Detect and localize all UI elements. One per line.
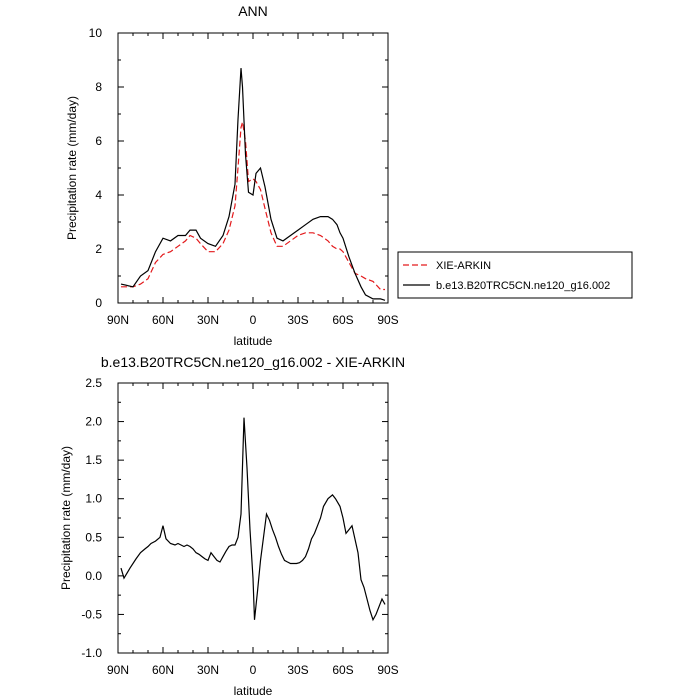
y-tick-label: -1.0: [81, 646, 102, 660]
legend-label: b.e13.B20TRC5CN.ne120_g16.002: [436, 280, 610, 292]
y-tick-label: 0: [95, 296, 102, 310]
series-line-0: [121, 121, 385, 291]
plot-frame: [117, 382, 389, 654]
y-tick-label: 2.5: [85, 376, 102, 390]
plot-frame: [117, 32, 389, 304]
chart-title: b.e13.B20TRC5CN.ne120_g16.002 - XIE-ARKI…: [101, 354, 405, 370]
y-tick-label: 0.0: [85, 569, 102, 583]
x-tick-label: 0: [250, 663, 257, 677]
x-axis-label: latitude: [234, 334, 273, 348]
y-tick-label: 2.0: [85, 415, 102, 429]
x-tick-label: 90N: [107, 663, 129, 677]
y-tick-label: -0.5: [81, 607, 102, 621]
y-tick-label: 0.5: [85, 530, 102, 544]
x-tick-label: 30N: [197, 663, 219, 677]
x-tick-label: 60N: [152, 663, 174, 677]
x-tick-label: 60S: [332, 313, 353, 327]
x-tick-label: 60S: [332, 663, 353, 677]
legend: XIE-ARKIN b.e13.B20TRC5CN.ne120_g16.002: [397, 251, 633, 299]
x-tick-label: 90N: [107, 313, 129, 327]
x-tick-label: 0: [250, 313, 257, 327]
x-tick-label: 30S: [287, 663, 308, 677]
y-tick-label: 10: [89, 26, 103, 40]
legend-label: XIE-ARKIN: [436, 260, 491, 272]
y-tick-label: 8: [95, 80, 102, 94]
y-tick-label: 6: [95, 134, 102, 148]
series-line-1: [120, 68, 386, 301]
top-chart: ANN 90N 60N 30N 0 30S 60S 90S 0 2 4 6 8 10 latitude Pre…: [65, 3, 633, 348]
x-tick-label: 30S: [287, 313, 308, 327]
y-axis-label: Precipitation rate (mm/day): [65, 96, 79, 240]
x-tick-label: 90S: [377, 313, 398, 327]
y-tick-label: 4: [95, 188, 102, 202]
legend-box: [397, 251, 633, 299]
chart-title: ANN: [238, 3, 268, 19]
x-tick-label: 30N: [197, 313, 219, 327]
x-tick-label: 90S: [377, 663, 398, 677]
series-line-0: [120, 417, 386, 622]
y-tick-label: 1.0: [85, 492, 102, 506]
y-tick-label: 1.5: [85, 453, 102, 467]
y-tick-label: 2: [95, 242, 102, 256]
y-axis-label: Precipitation rate (mm/day): [59, 446, 73, 590]
difference-chart: b.e13.B20TRC5CN.ne120_g16.002 - XIE-ARKI…: [59, 354, 405, 698]
x-axis-label: latitude: [234, 684, 273, 698]
x-tick-label: 60N: [152, 313, 174, 327]
